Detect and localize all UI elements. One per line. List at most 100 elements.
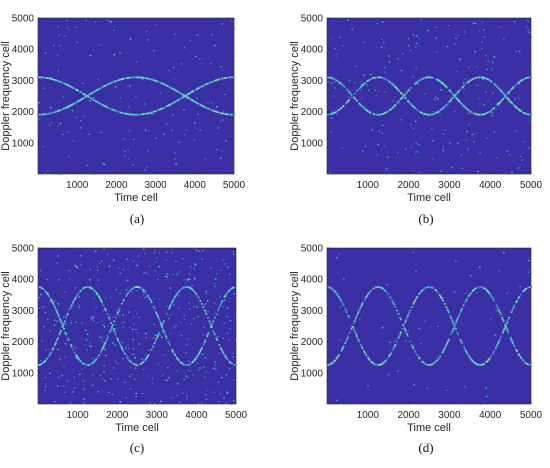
noise-point (63, 316, 65, 318)
noise-point (389, 341, 391, 344)
track-point (79, 359, 81, 362)
noise-point (155, 137, 157, 139)
track-point (401, 93, 404, 96)
track-point (445, 86, 448, 88)
noise-point (496, 102, 499, 104)
track-point (496, 104, 499, 106)
noise-point (474, 51, 476, 53)
track-point (126, 113, 128, 115)
track-point (219, 303, 222, 305)
noise-point (136, 264, 139, 267)
noise-point (99, 374, 102, 377)
noise-point (232, 379, 235, 381)
track-point (126, 356, 129, 359)
noise-point (412, 251, 414, 254)
track-point (101, 348, 103, 351)
track-point (392, 303, 395, 305)
track-point (469, 356, 471, 359)
track-point (399, 98, 402, 100)
noise-point (38, 102, 40, 104)
track-point (448, 100, 451, 103)
noise-point (194, 122, 196, 124)
noise-point (417, 37, 420, 39)
track-point (499, 337, 502, 339)
track-point (396, 88, 399, 91)
track-point (134, 76, 137, 79)
track-point (174, 354, 177, 356)
noise-point (338, 253, 341, 255)
noise-point (469, 274, 472, 277)
track-point (162, 83, 165, 85)
track-point (450, 333, 452, 336)
noise-point (119, 97, 122, 99)
track-point (403, 96, 406, 99)
track-point (460, 309, 463, 312)
track-point (498, 311, 501, 313)
noise-point (432, 111, 434, 113)
noise-point (474, 22, 476, 24)
track-point (484, 77, 487, 80)
track-point (224, 294, 227, 297)
noise-point (107, 391, 110, 394)
track-point (209, 322, 212, 324)
track-point (369, 290, 372, 293)
noise-point (196, 306, 198, 308)
track-point (207, 316, 209, 319)
track-point (144, 291, 147, 294)
track-point (498, 88, 501, 91)
track-point (77, 357, 80, 360)
noise-point (68, 29, 71, 31)
noise-point (180, 63, 183, 65)
track-point (351, 326, 354, 328)
noise-point (339, 36, 342, 39)
track-point (416, 296, 419, 298)
track-point (51, 301, 54, 304)
track-point (389, 108, 392, 111)
noise-point (158, 298, 161, 300)
noise-point (410, 124, 412, 126)
noise-point (489, 318, 492, 320)
track-point (417, 109, 420, 112)
track-point (100, 350, 103, 352)
track-point (489, 293, 492, 296)
track-point (405, 92, 408, 94)
track-point (200, 347, 203, 349)
noise-point (64, 356, 67, 358)
track-point (217, 307, 220, 310)
track-point (469, 292, 472, 295)
track-point (522, 290, 525, 293)
track-point (441, 298, 444, 301)
track-point (223, 353, 225, 355)
track-point (84, 363, 87, 366)
track-point (506, 97, 509, 100)
track-point (427, 76, 430, 79)
track-point (450, 92, 453, 94)
heatmap-d: 1000 2000 3000 4000 500010002000300040005000… (289, 244, 543, 435)
noise-point (455, 70, 458, 73)
track-point (85, 286, 88, 288)
noise-point (188, 278, 191, 281)
track-point (356, 313, 359, 315)
noise-point (420, 343, 422, 345)
track-point (120, 345, 123, 348)
noise-point (229, 328, 231, 330)
track-point (479, 286, 481, 288)
noise-point (205, 293, 208, 295)
track-point (437, 357, 440, 360)
noise-point (518, 50, 521, 52)
noise-point (181, 392, 184, 394)
noise-point (442, 133, 445, 135)
track-point (353, 97, 356, 100)
noise-point (144, 103, 147, 105)
noise-point (383, 145, 386, 147)
track-point (62, 324, 65, 326)
noise-point (468, 66, 470, 68)
track-point (163, 106, 166, 109)
noise-point (152, 306, 154, 308)
noise-point (186, 280, 189, 282)
track-point (195, 101, 198, 104)
track-point (501, 316, 503, 319)
noise-point (479, 78, 481, 80)
track-point (46, 357, 49, 360)
noise-point (211, 34, 214, 36)
